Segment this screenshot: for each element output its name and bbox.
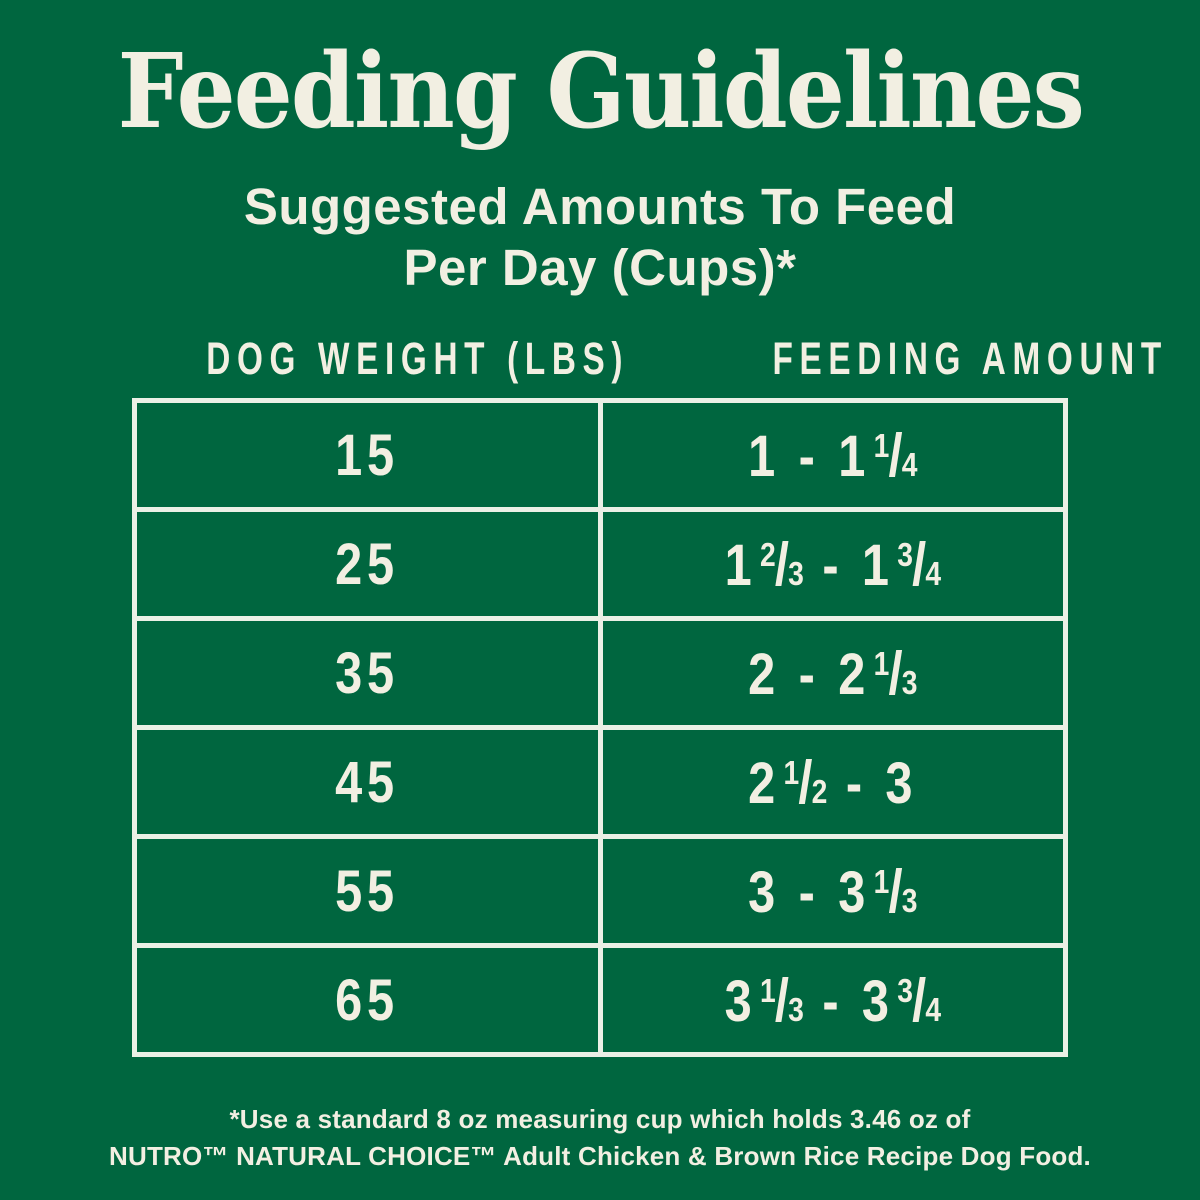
table-row: 45 2 1/2-3 — [137, 730, 1063, 839]
amount-whole: 2 — [748, 751, 781, 816]
amount-whole: 3 — [748, 860, 781, 925]
amount-whole: 3 — [885, 751, 918, 816]
footnote-line-1: *Use a standard 8 oz measuring cup which… — [229, 1104, 971, 1134]
page-title: Feeding Guidelines — [0, 36, 1200, 148]
amount-fraction: 1/3 — [759, 966, 804, 1034]
amount-fraction: 2/3 — [759, 530, 804, 598]
range-dash: - — [798, 424, 820, 489]
column-headers: DOG WEIGHT (LBS) FEEDING AMOUNT — [132, 333, 1161, 384]
amount-fraction: 3/4 — [897, 966, 942, 1034]
dog-weight-cell: 55 — [137, 839, 603, 943]
amount-fraction: 1/4 — [873, 421, 918, 489]
subtitle: Suggested Amounts To Feed Per Day (Cups)… — [0, 176, 1200, 298]
amount-whole: 2 — [838, 642, 871, 707]
feeding-table: 15 1-1 1/4 25 1 2/3-1 3/4 35 2-2 1/3 45 2 1/2-3 55 3-3… — [132, 398, 1068, 1057]
dog-weight-cell: 25 — [137, 512, 603, 616]
page-title-text: Feeding Guidelines — [117, 31, 1084, 152]
table-row: 15 1-1 1/4 — [137, 403, 1063, 512]
amount-whole: 1 — [861, 533, 894, 598]
range-dash: - — [822, 533, 844, 598]
dog-weight-cell: 35 — [137, 621, 603, 725]
range-dash: - — [798, 860, 820, 925]
amount-whole: 3 — [838, 860, 871, 925]
dog-weight-cell: 65 — [137, 948, 603, 1052]
column-header-dog-weight: DOG WEIGHT (LBS) — [206, 333, 630, 384]
amount-whole: 3 — [861, 969, 894, 1034]
amount-fraction: 1/3 — [873, 639, 918, 707]
range-dash: - — [845, 751, 867, 816]
amount-whole: 1 — [748, 424, 781, 489]
feeding-amount-cell: 1-1 1/4 — [603, 403, 1064, 507]
footnote-line-2: NUTRO™ NATURAL CHOICE™ Adult Chicken & B… — [109, 1141, 1091, 1171]
amount-fraction: 1/3 — [873, 857, 918, 925]
range-dash: - — [822, 969, 844, 1034]
amount-whole: 3 — [724, 969, 757, 1034]
feeding-amount-cell: 2 1/2-3 — [603, 730, 1064, 834]
feeding-amount-cell: 3 1/3-3 3/4 — [603, 948, 1064, 1052]
amount-fraction: 1/2 — [783, 748, 828, 816]
dog-weight-cell: 45 — [137, 730, 603, 834]
subtitle-line-1: Suggested Amounts To Feed — [243, 178, 957, 235]
feeding-amount-cell: 3-3 1/3 — [603, 839, 1064, 943]
range-dash: - — [798, 642, 820, 707]
amount-whole: 2 — [748, 642, 781, 707]
table-row: 25 1 2/3-1 3/4 — [137, 512, 1063, 621]
subtitle-line-2: Per Day (Cups)* — [403, 239, 797, 296]
footnote: *Use a standard 8 oz measuring cup which… — [0, 1101, 1200, 1175]
column-header-feeding-amount: FEEDING AMOUNT — [772, 333, 1169, 384]
feeding-amount-cell: 1 2/3-1 3/4 — [603, 512, 1064, 616]
amount-whole: 1 — [724, 533, 757, 598]
amount-fraction: 3/4 — [897, 530, 942, 598]
table-row: 55 3-3 1/3 — [137, 839, 1063, 948]
table-row: 35 2-2 1/3 — [137, 621, 1063, 730]
feeding-amount-cell: 2-2 1/3 — [603, 621, 1064, 725]
amount-whole: 1 — [838, 424, 871, 489]
table-row: 65 3 1/3-3 3/4 — [137, 948, 1063, 1052]
dog-weight-cell: 15 — [137, 403, 603, 507]
